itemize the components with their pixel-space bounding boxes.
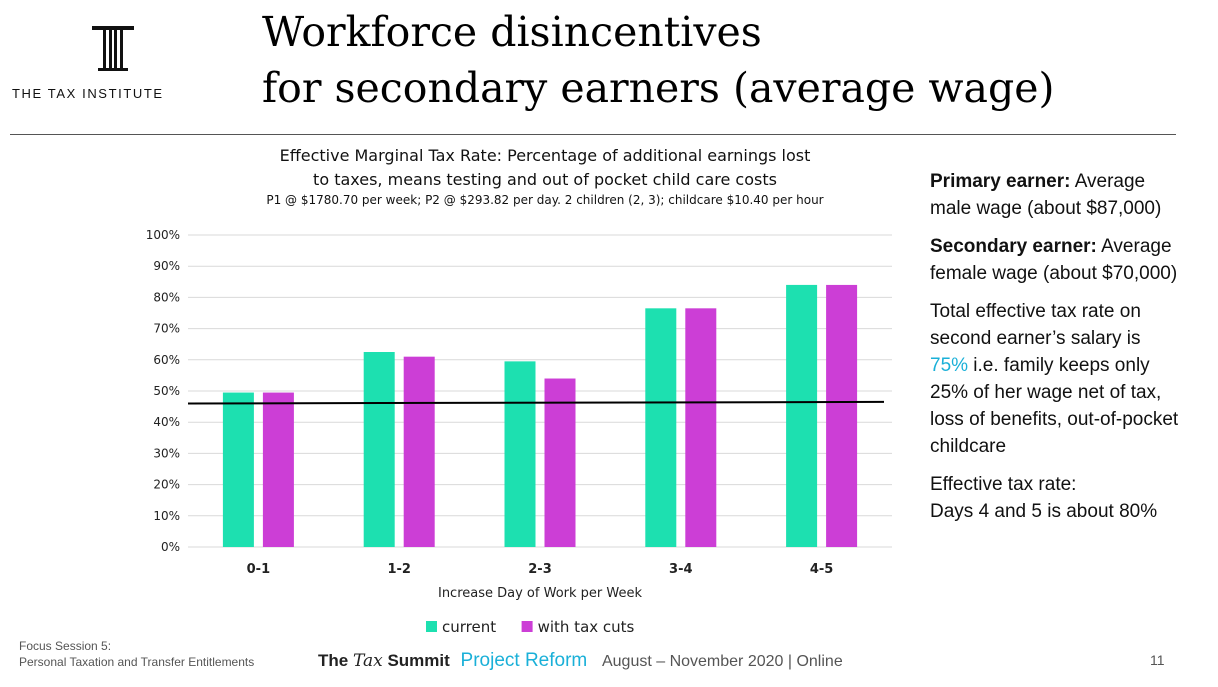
emtr-bar-chart: 0% 10% 20% 30% 40% 50% 60% 70% 80% 90% 100% 0-1 1-2 2… [146, 228, 892, 636]
y-tick-label: 10% [153, 509, 180, 523]
legend-swatch-with-tax-cuts [521, 621, 533, 632]
brand-project-reform: Project Reform [460, 650, 588, 671]
tax-institute-logo-mark-icon [92, 26, 134, 71]
effective-rate-paragraph: Effective tax rate: Days 4 and 5 is abou… [930, 471, 1215, 525]
legend-label-current: current [442, 618, 496, 636]
secondary-earner-paragraph: Secondary earner: Average female wage (a… [930, 233, 1215, 287]
effective-rate-line-2: Days 4 and 5 is about 80% [930, 501, 1158, 522]
y-tick-label: 80% [153, 290, 180, 304]
y-tick-label: 50% [153, 384, 180, 398]
tax-institute-logo: THE TAX INSTITUTE [10, 20, 195, 110]
slide-title-line-1: Workforce disincentives [262, 8, 762, 56]
x-tick-label: 2-3 [528, 562, 552, 577]
bar-with-tax-cuts [544, 378, 576, 547]
bar-current [504, 361, 536, 547]
y-tick-label: 20% [153, 478, 180, 492]
bar-current [786, 284, 818, 547]
y-tick-label: 60% [153, 353, 180, 367]
chart-title: Effective Marginal Tax Rate: Percentage … [190, 144, 900, 192]
footer-session-line-2: Personal Taxation and Transfer Entitleme… [19, 655, 255, 669]
bar-current [645, 308, 677, 547]
page-number: 11 [1150, 652, 1165, 668]
slide-title-line-2: for secondary earners (average wage) [262, 64, 1055, 112]
y-tick-label: 100% [146, 228, 180, 242]
y-tick-label: 30% [153, 446, 180, 460]
total-rate-line-5: loss of benefits, out-of-pocket [930, 409, 1179, 430]
y-tick-label: 0% [161, 540, 180, 554]
footer-brand: The Tax Summit Project Reform August – N… [318, 650, 843, 672]
total-rate-line-4: 25% of her wage net of tax, [930, 382, 1162, 403]
bar-current [222, 392, 254, 547]
x-tick-label: 0-1 [247, 562, 271, 577]
footer-session: Focus Session 5: Personal Taxation and T… [19, 638, 254, 670]
brand-tax: Tax [352, 651, 383, 671]
chart-subtitle: P1 @ $1780.70 per week; P2 @ $293.82 per… [266, 193, 824, 207]
logo-text: THE TAX INSTITUTE [12, 86, 164, 101]
brand-summit: Summit [387, 651, 450, 670]
header-divider [10, 134, 1176, 135]
y-tick-label: 90% [153, 259, 180, 273]
bar-with-tax-cuts [685, 308, 717, 547]
bar-with-tax-cuts [262, 392, 294, 547]
slide-title: Workforce disincentives for secondary ea… [262, 4, 1202, 116]
total-rate-paragraph: Total effective tax rate on second earne… [930, 298, 1215, 460]
bar-with-tax-cuts [403, 356, 435, 547]
primary-earner-text-1: Average [1070, 171, 1146, 192]
total-rate-line-2: second earner’s salary is [930, 328, 1141, 349]
legend-swatch-current [426, 621, 437, 632]
total-rate-line-6: childcare [930, 436, 1007, 457]
total-rate-line-1: Total effective tax rate on [930, 301, 1141, 322]
x-tick-label: 3-4 [669, 562, 693, 577]
legend-label-with-tax-cuts: with tax cuts [538, 618, 635, 636]
reference-line [187, 400, 885, 405]
side-panel: Primary earner: Average male wage (about… [930, 168, 1215, 536]
secondary-earner-label: Secondary earner: [930, 236, 1097, 257]
secondary-earner-text-2: female wage (about $70,000) [930, 263, 1178, 284]
total-rate-line-3: i.e. family keeps only [968, 355, 1150, 376]
footer-session-line-1: Focus Session 5: [19, 639, 112, 653]
primary-earner-text-2: male wage (about $87,000) [930, 198, 1162, 219]
brand-the: The [318, 651, 349, 670]
primary-earner-label: Primary earner: [930, 171, 1071, 192]
bar-with-tax-cuts [826, 284, 858, 547]
x-tick-label: 1-2 [387, 562, 411, 577]
brand-dates: August – November 2020 | Online [601, 653, 843, 670]
secondary-earner-text-1: Average [1096, 236, 1172, 257]
x-axis-label: Increase Day of Work per Week [438, 586, 642, 601]
chart-title-line-1: Effective Marginal Tax Rate: Percentage … [279, 146, 811, 165]
bar-current [363, 352, 395, 547]
x-tick-label: 4-5 [810, 562, 834, 577]
chart-title-line-2: to taxes, means testing and out of pocke… [313, 170, 777, 189]
y-tick-label: 40% [153, 415, 180, 429]
effective-rate-line-1: Effective tax rate: [930, 474, 1077, 495]
total-rate-highlight: 75% [930, 355, 969, 376]
y-tick-label: 70% [153, 322, 180, 336]
primary-earner-paragraph: Primary earner: Average male wage (about… [930, 168, 1215, 222]
